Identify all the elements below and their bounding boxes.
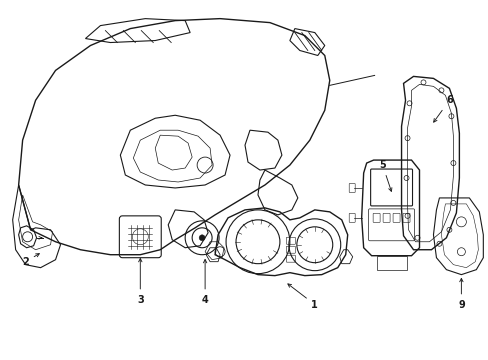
- Text: 1: 1: [287, 284, 318, 310]
- Text: 8: 8: [0, 359, 1, 360]
- Text: 2: 2: [22, 254, 39, 267]
- Text: 4: 4: [202, 260, 208, 305]
- Text: 7: 7: [0, 359, 1, 360]
- Text: 9: 9: [457, 278, 464, 310]
- Text: 6: 6: [433, 95, 452, 122]
- Circle shape: [199, 235, 204, 241]
- Text: 5: 5: [379, 160, 391, 192]
- Text: 3: 3: [137, 258, 143, 305]
